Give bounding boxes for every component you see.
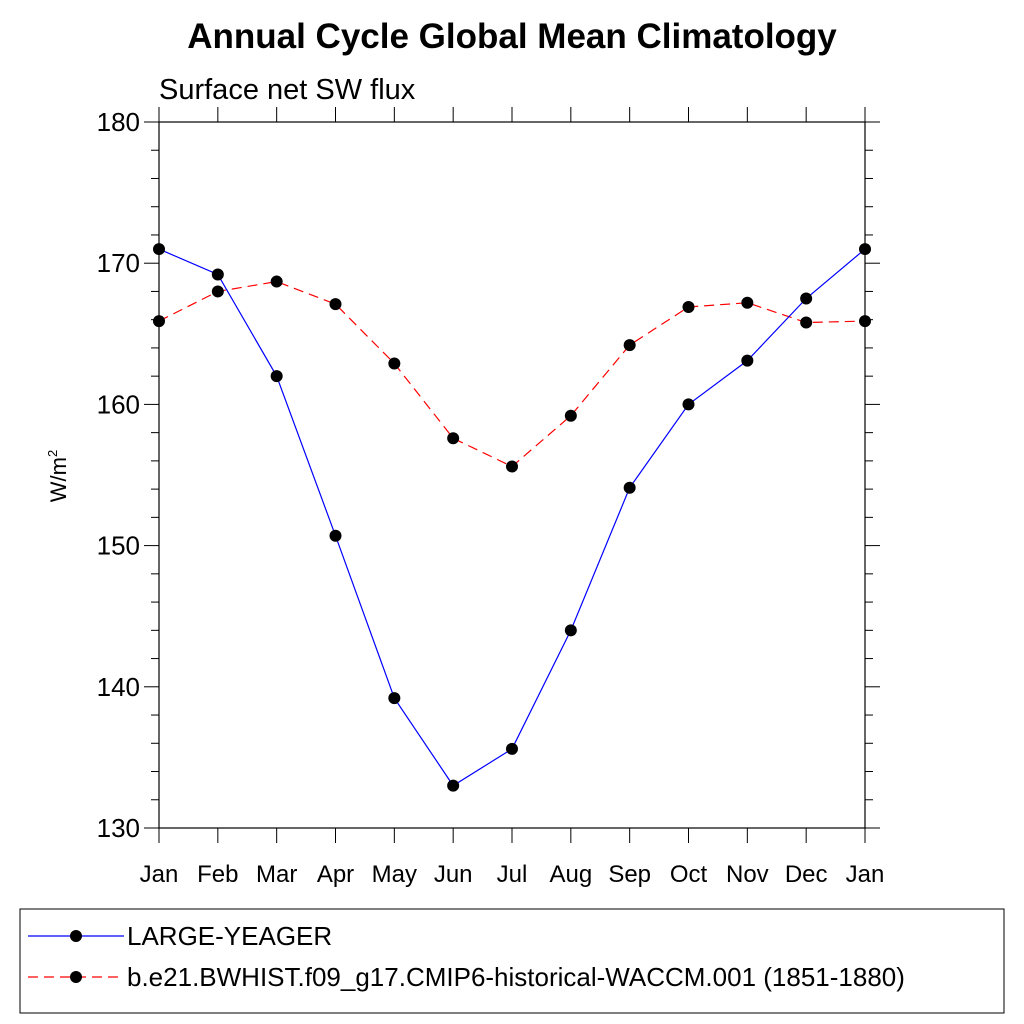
plot-area: 130 140 150 160 170 180 Jan Feb Mar Apr May Jun Jul A…	[97, 107, 885, 888]
y-tick-label: 150	[97, 531, 140, 561]
plot-frame	[158, 121, 866, 829]
data-point	[564, 624, 577, 637]
data-point	[388, 357, 401, 370]
data-point	[506, 742, 518, 755]
data-point	[270, 275, 283, 288]
legend-box	[19, 908, 1005, 1014]
y-axis-label-base: W/m	[46, 457, 71, 502]
y-tick-label: 130	[97, 813, 140, 843]
data-point	[447, 779, 460, 792]
data-point	[800, 316, 813, 329]
x-tick-label: May	[372, 861, 417, 888]
data-point	[270, 370, 283, 383]
series-line	[158, 248, 866, 787]
data-point	[682, 300, 695, 313]
data-point	[211, 268, 224, 281]
legend-marker	[70, 971, 82, 983]
data-point	[859, 315, 871, 328]
x-tick-label: Nov	[726, 861, 769, 888]
y-axis-label-superscript: 2	[45, 450, 60, 457]
data-point	[447, 432, 460, 445]
x-tick-label: Dec	[785, 861, 828, 888]
data-point	[153, 315, 165, 328]
data-point	[564, 409, 577, 422]
y-tick-label: 140	[97, 672, 140, 702]
y-tick-label: 170	[97, 248, 140, 278]
x-tick-label: Oct	[670, 861, 708, 888]
data-point	[329, 298, 342, 311]
data-point	[623, 339, 636, 352]
data-point	[859, 243, 871, 256]
y-axis-label: W/m2	[45, 450, 71, 502]
data-point	[211, 285, 224, 298]
data-point	[506, 460, 518, 473]
legend-label: LARGE-YEAGER	[127, 921, 332, 951]
data-point	[623, 481, 636, 494]
x-tick-label: Jan	[846, 861, 885, 888]
data-point	[741, 354, 754, 367]
x-tick-label: Aug	[549, 861, 592, 888]
data-point	[741, 296, 754, 309]
x-tick-label: Mar	[256, 861, 297, 888]
legend-label: b.e21.BWHIST.f09_g17.CMIP6-historical-WA…	[127, 962, 905, 992]
data-point	[388, 692, 401, 705]
x-tick-label: Jun	[434, 861, 473, 888]
legend-marker	[70, 930, 82, 942]
y-tick-label: 180	[97, 107, 140, 137]
x-tick-label: Jan	[140, 861, 179, 888]
chart-title: Annual Cycle Global Mean Climatology	[187, 17, 837, 56]
data-point	[329, 529, 342, 542]
legend: LARGE-YEAGER b.e21.BWHIST.f09_g17.CMIP6-h…	[28, 921, 905, 992]
chart-subtitle: Surface net SW flux	[159, 74, 416, 106]
data-point	[800, 292, 813, 305]
x-tick-label: Sep	[608, 861, 651, 888]
x-tick-label: Feb	[197, 861, 238, 888]
x-tick-label: Jul	[497, 861, 528, 888]
data-point	[153, 243, 165, 256]
y-tick-label: 160	[97, 389, 140, 419]
series-line	[158, 280, 866, 468]
data-point	[682, 398, 695, 411]
x-tick-label: Apr	[317, 861, 354, 888]
